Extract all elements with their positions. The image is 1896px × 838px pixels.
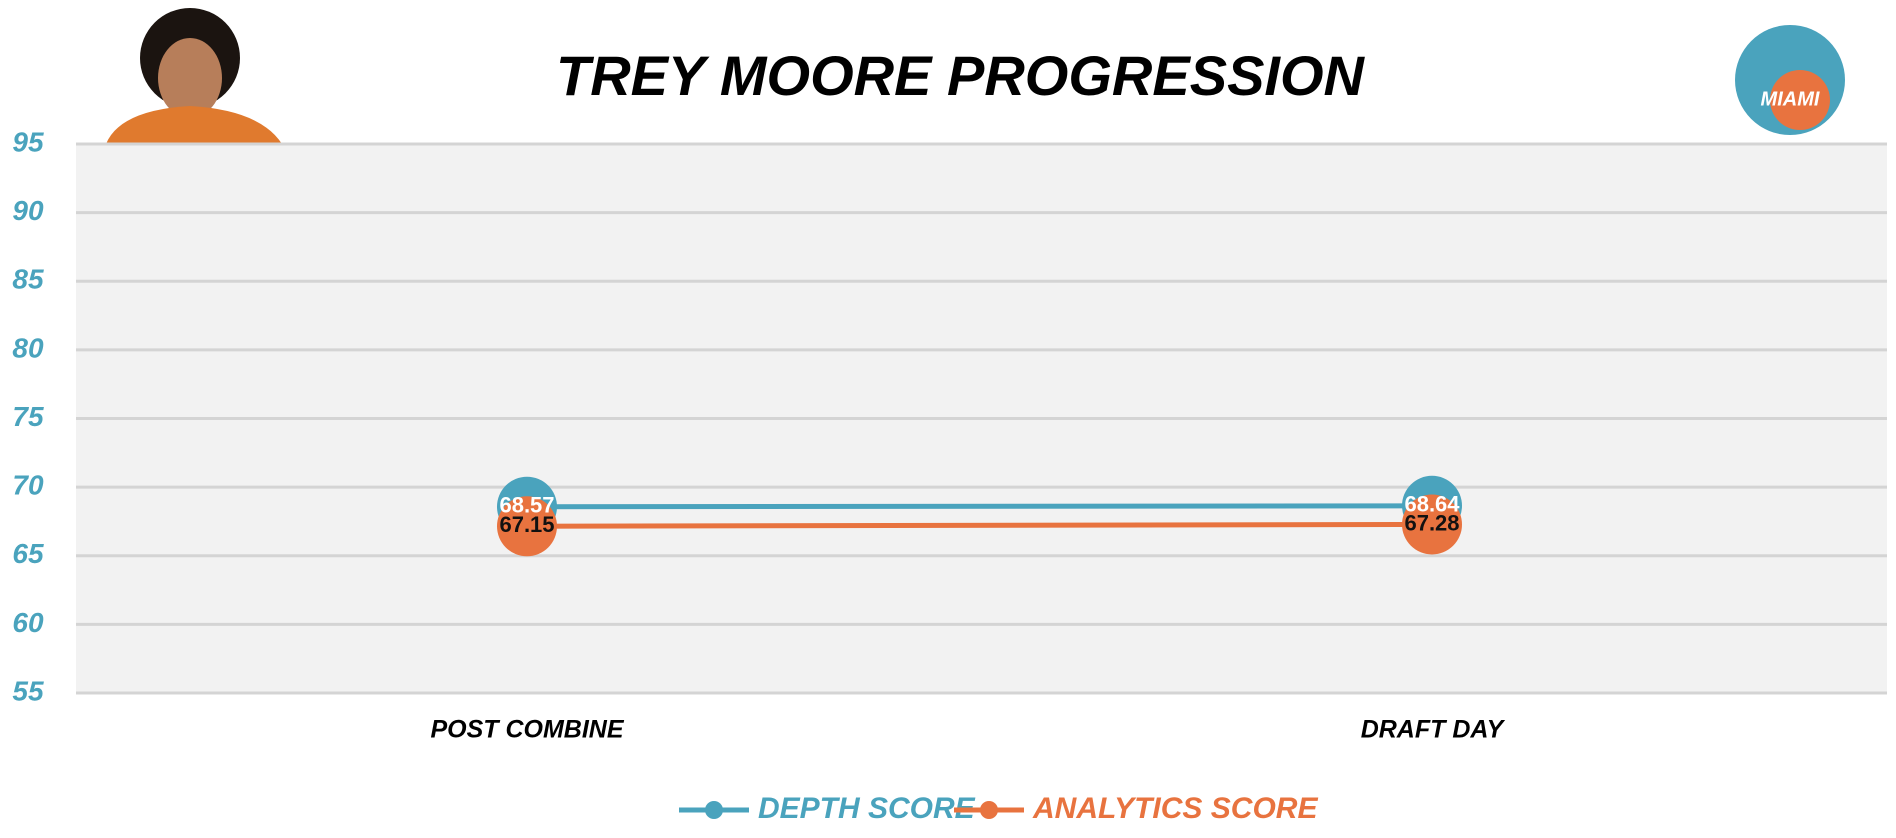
- chart-title: TREY MOORE PROGRESSION: [556, 44, 1366, 107]
- legend-dot: [705, 801, 723, 819]
- y-tick-label: 95: [12, 126, 44, 157]
- series-line: [526, 521, 1433, 529]
- y-tick-label: 70: [12, 470, 44, 501]
- svg-text:MIAMI: MIAMI: [1761, 88, 1820, 110]
- legend-label: ANALYTICS SCORE: [1032, 792, 1318, 825]
- y-tick-label: 80: [12, 332, 44, 363]
- x-tick-label: POST COMBINE: [430, 716, 624, 744]
- player-photo: [106, 8, 282, 144]
- data-label: 68.64: [1404, 492, 1460, 517]
- x-tick-label: DRAFT DAY: [1361, 716, 1506, 744]
- y-tick-label: 75: [12, 401, 44, 432]
- y-tick-label: 65: [12, 538, 44, 569]
- y-tick-label: 55: [12, 675, 44, 706]
- team-logo: MIAMI: [1735, 25, 1845, 135]
- data-label: 68.57: [499, 493, 554, 518]
- data-label: 67.28: [1404, 510, 1459, 535]
- legend-dot: [980, 801, 998, 819]
- point: [497, 496, 557, 557]
- series-line: [526, 503, 1433, 510]
- legend-label: DEPTH SCORE: [758, 792, 976, 825]
- data-label: 67.15: [499, 512, 554, 537]
- y-tick-label: 90: [12, 195, 44, 226]
- y-tick-label: 60: [12, 607, 44, 638]
- point: [1402, 494, 1462, 555]
- y-tick-label: 85: [12, 264, 44, 295]
